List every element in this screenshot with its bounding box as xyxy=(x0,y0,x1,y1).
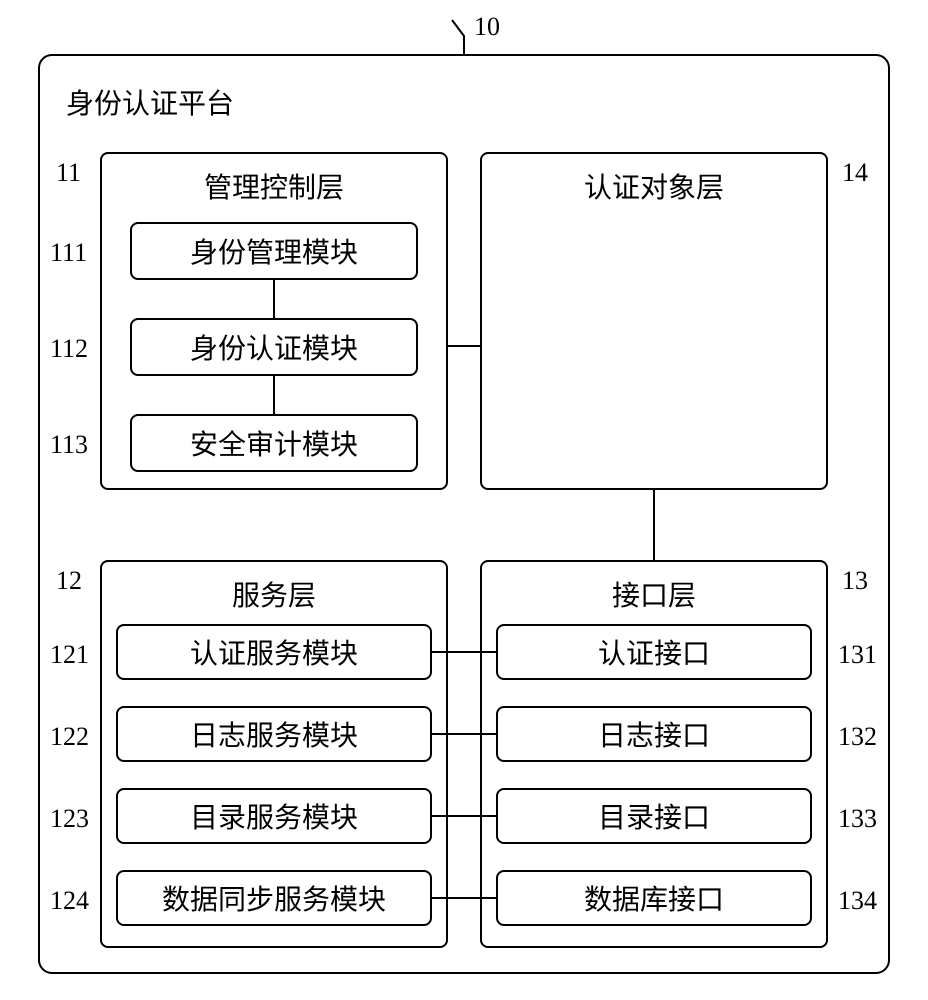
ref-112: 112 xyxy=(50,334,88,364)
ref-113: 113 xyxy=(50,430,88,460)
ref-14: 14 xyxy=(842,158,868,188)
module-133-label: 目录接口 xyxy=(598,796,710,836)
ref-121: 121 xyxy=(50,640,89,670)
ref-133: 133 xyxy=(838,804,877,834)
module-123-label: 目录服务模块 xyxy=(190,796,358,836)
module-131-label: 认证接口 xyxy=(598,632,710,672)
ref-13: 13 xyxy=(842,566,868,596)
module-132-label: 日志接口 xyxy=(598,714,710,754)
module-112: 身份认证模块 xyxy=(130,318,418,376)
module-111-label: 身份管理模块 xyxy=(190,231,358,271)
ref-131: 131 xyxy=(838,640,877,670)
ref-123: 123 xyxy=(50,804,89,834)
module-133: 目录接口 xyxy=(496,788,812,844)
diagram-canvas: 身份认证平台 10 管理控制层 身份管理模块 身份认证模块 安全审计模块 认证对… xyxy=(0,0,928,1000)
module-121: 认证服务模块 xyxy=(116,624,432,680)
ref-124: 124 xyxy=(50,886,89,916)
module-113-label: 安全审计模块 xyxy=(190,423,358,463)
ref-134: 134 xyxy=(838,886,877,916)
module-131: 认证接口 xyxy=(496,624,812,680)
ref-10: 10 xyxy=(474,12,500,42)
module-111: 身份管理模块 xyxy=(130,222,418,280)
module-132: 日志接口 xyxy=(496,706,812,762)
module-112-label: 身份认证模块 xyxy=(190,327,358,367)
ref-122: 122 xyxy=(50,722,89,752)
ref-11: 11 xyxy=(56,158,81,188)
module-122: 日志服务模块 xyxy=(116,706,432,762)
module-124-label: 数据同步服务模块 xyxy=(162,878,386,918)
ref-132: 132 xyxy=(838,722,877,752)
module-113: 安全审计模块 xyxy=(130,414,418,472)
module-123: 目录服务模块 xyxy=(116,788,432,844)
mgmt-layer-title: 管理控制层 xyxy=(100,166,448,206)
authobj-layer-title: 认证对象层 xyxy=(480,166,828,206)
module-134: 数据库接口 xyxy=(496,870,812,926)
outer-title: 身份认证平台 xyxy=(66,82,234,122)
service-layer-title: 服务层 xyxy=(100,574,448,614)
module-124: 数据同步服务模块 xyxy=(116,870,432,926)
module-121-label: 认证服务模块 xyxy=(190,632,358,672)
ref-111: 111 xyxy=(50,238,87,268)
ref-12: 12 xyxy=(56,566,82,596)
interface-layer-title: 接口层 xyxy=(480,574,828,614)
module-122-label: 日志服务模块 xyxy=(190,714,358,754)
module-134-label: 数据库接口 xyxy=(584,878,724,918)
